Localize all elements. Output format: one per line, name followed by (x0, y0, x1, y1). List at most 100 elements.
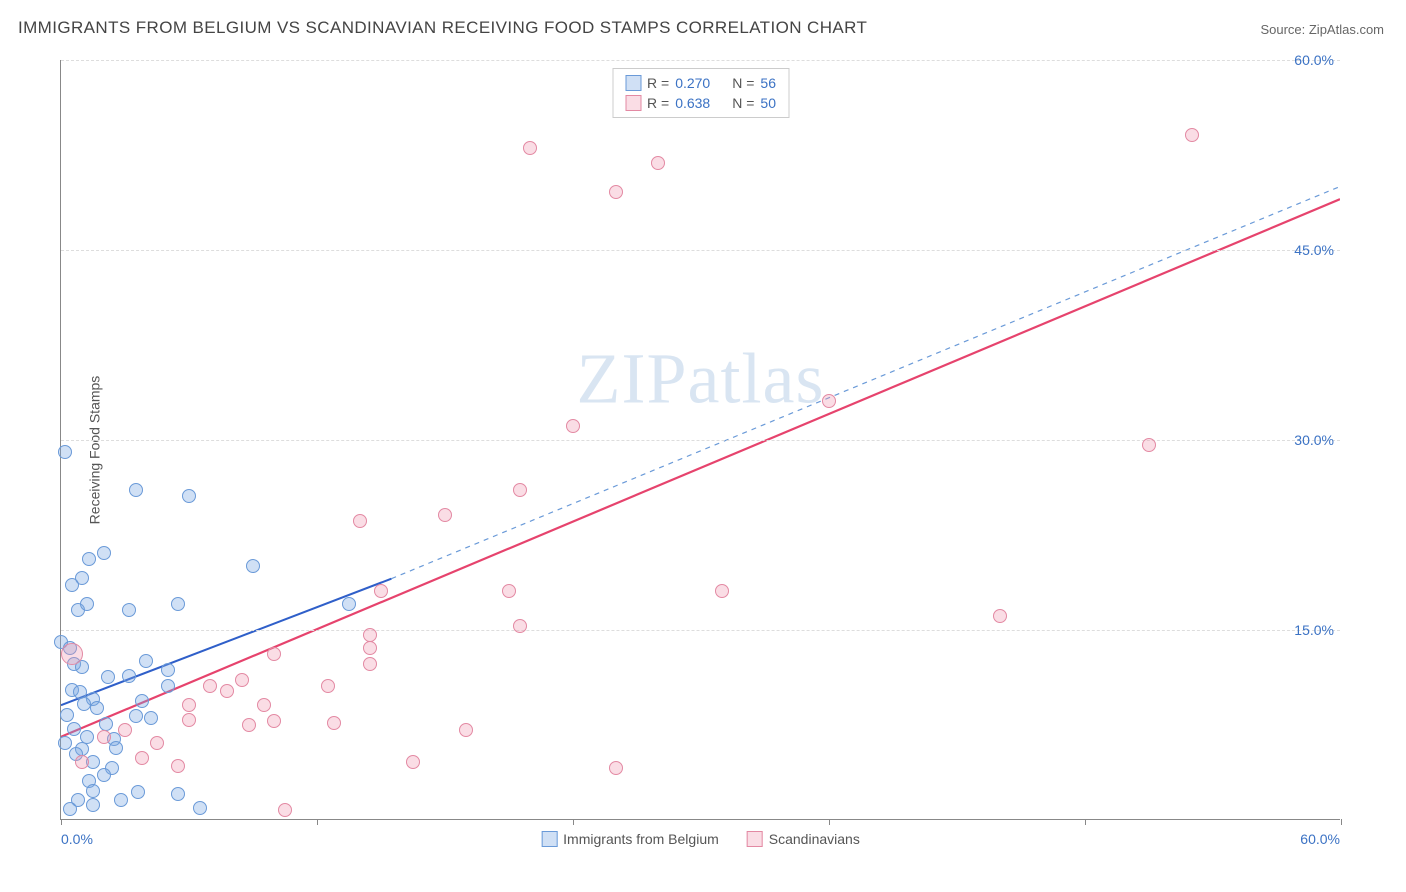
data-point (131, 785, 145, 799)
data-point (242, 718, 256, 732)
data-point (235, 673, 249, 687)
legend-n-value: 56 (760, 75, 776, 91)
data-point (90, 701, 104, 715)
data-point (1185, 128, 1199, 142)
series-legend: Immigrants from Belgium Scandinavians (541, 831, 860, 847)
legend-swatch (541, 831, 557, 847)
data-point (609, 185, 623, 199)
data-point (61, 643, 83, 665)
series-legend-label: Immigrants from Belgium (563, 831, 719, 847)
data-point (67, 722, 81, 736)
data-point (651, 156, 665, 170)
watermark: ZIPatlas (577, 337, 825, 420)
data-point (75, 755, 89, 769)
data-point (321, 679, 335, 693)
series-legend-label: Scandinavians (769, 831, 860, 847)
x-tick (1085, 819, 1086, 825)
legend-swatch (747, 831, 763, 847)
data-point (80, 597, 94, 611)
data-point (139, 654, 153, 668)
data-point (171, 759, 185, 773)
trend-line (61, 199, 1340, 737)
data-point (144, 711, 158, 725)
data-point (1142, 438, 1156, 452)
data-point (65, 578, 79, 592)
gridline-h (61, 630, 1340, 631)
chart-title: IMMIGRANTS FROM BELGIUM VS SCANDINAVIAN … (18, 18, 867, 38)
data-point (267, 714, 281, 728)
data-point (193, 801, 207, 815)
data-point (715, 584, 729, 598)
legend-n-value: 50 (760, 95, 776, 111)
legend-r-label: R = (647, 75, 669, 91)
x-axis-max-label: 60.0% (1300, 831, 1340, 847)
data-point (97, 768, 111, 782)
data-point (353, 514, 367, 528)
source-label: Source: ZipAtlas.com (1260, 22, 1384, 37)
series-legend-item: Immigrants from Belgium (541, 831, 719, 847)
series-legend-item: Scandinavians (747, 831, 860, 847)
data-point (822, 394, 836, 408)
data-point (993, 609, 1007, 623)
data-point (363, 657, 377, 671)
trend-line (391, 187, 1340, 579)
legend-row: R = 0.270 N = 56 (625, 73, 776, 93)
data-point (171, 597, 185, 611)
data-point (122, 603, 136, 617)
data-point (161, 663, 175, 677)
data-point (171, 787, 185, 801)
data-point (342, 597, 356, 611)
data-point (406, 755, 420, 769)
plot-area: ZIPatlas R =0.270N =56R =0.638N =50 0.0%… (60, 60, 1340, 820)
gridline-h (61, 60, 1340, 61)
y-tick-label: 30.0% (1294, 432, 1334, 448)
data-point (60, 708, 74, 722)
x-tick (573, 819, 574, 825)
data-point (203, 679, 217, 693)
data-point (135, 694, 149, 708)
legend-n-label: N = (732, 75, 754, 91)
data-point (109, 741, 123, 755)
x-tick (61, 819, 62, 825)
data-point (182, 698, 196, 712)
data-point (459, 723, 473, 737)
gridline-h (61, 250, 1340, 251)
data-point (327, 716, 341, 730)
data-point (150, 736, 164, 750)
y-tick-label: 15.0% (1294, 622, 1334, 638)
data-point (77, 697, 91, 711)
data-point (257, 698, 271, 712)
data-point (502, 584, 516, 598)
data-point (566, 419, 580, 433)
data-point (135, 751, 149, 765)
data-point (129, 483, 143, 497)
data-point (58, 736, 72, 750)
data-point (58, 445, 72, 459)
legend-n-label: N = (732, 95, 754, 111)
data-point (220, 684, 234, 698)
data-point (182, 713, 196, 727)
legend-swatch (625, 95, 641, 111)
legend-r-value: 0.638 (675, 95, 710, 111)
data-point (182, 489, 196, 503)
data-point (86, 798, 100, 812)
data-point (129, 709, 143, 723)
data-point (523, 141, 537, 155)
data-point (99, 717, 113, 731)
data-point (513, 483, 527, 497)
data-point (122, 669, 136, 683)
x-axis-min-label: 0.0% (61, 831, 93, 847)
data-point (609, 761, 623, 775)
data-point (82, 552, 96, 566)
legend-row: R = 0.638 N = 50 (625, 93, 776, 113)
legend-r-value: 0.270 (675, 75, 710, 91)
data-point (267, 647, 281, 661)
data-point (438, 508, 452, 522)
legend-r-label: R = (647, 95, 669, 111)
data-point (363, 641, 377, 655)
chart-area: Receiving Food Stamps ZIPatlas R =0.270N… (50, 50, 1370, 850)
x-tick (1341, 819, 1342, 825)
x-tick (829, 819, 830, 825)
data-point (97, 730, 111, 744)
legend-swatch (625, 75, 641, 91)
